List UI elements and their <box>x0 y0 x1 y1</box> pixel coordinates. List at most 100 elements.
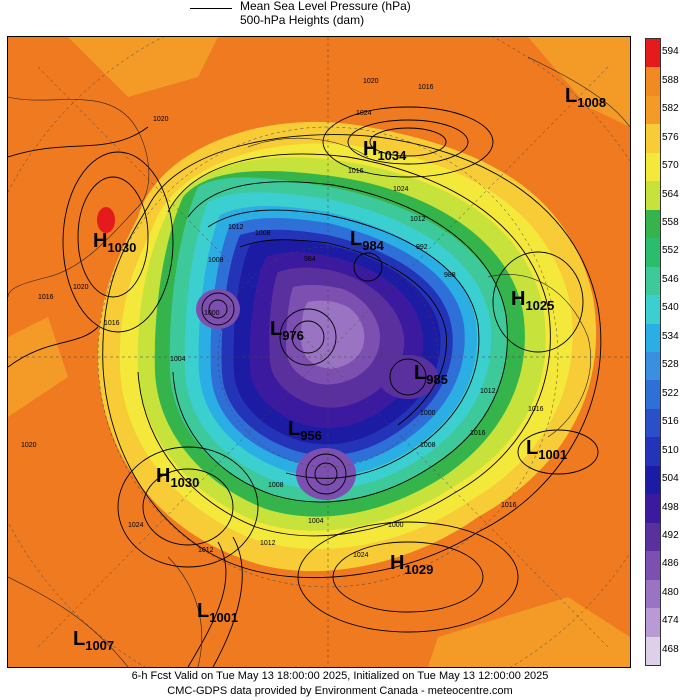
isobar-label: 1000 <box>388 522 404 529</box>
isobar-label: 1024 <box>393 186 409 193</box>
shading-594 <box>97 207 115 233</box>
isobar-label: 1000 <box>420 410 436 417</box>
isobar-label: 1016 <box>528 406 544 413</box>
system-letter: L976 <box>270 318 304 343</box>
system-letter: L956 <box>288 418 322 443</box>
isobar-label: 1020 <box>153 116 169 123</box>
color-scale-label: 468 <box>662 643 679 655</box>
color-scale-swatch <box>646 124 660 154</box>
pressure-systems: H1034 L1008 H1030 H1025 L984 L976 L985 L… <box>73 85 606 653</box>
color-scale-swatch <box>646 465 660 495</box>
system-letter: L1001 <box>197 600 238 625</box>
color-scale-label: 486 <box>662 558 679 570</box>
isobar-label: 1016 <box>348 168 364 175</box>
shading-582-s <box>428 597 630 667</box>
color-scale-label: 492 <box>662 529 679 541</box>
isobar-label: 1008 <box>208 257 224 264</box>
color-scale-label: 510 <box>662 444 679 456</box>
color-scale-label: 594 <box>662 46 679 58</box>
color-scale-swatch <box>646 152 660 182</box>
system-letter: L984 <box>350 228 385 253</box>
isobar-label: 1012 <box>260 540 276 547</box>
color-scale-swatch <box>646 494 660 524</box>
shading-582-w <box>8 317 68 417</box>
isobar-label: 992 <box>416 244 428 251</box>
shading-582-nw <box>68 37 218 97</box>
color-scale-label: 570 <box>662 160 679 172</box>
isobar-label: 1024 <box>128 522 144 529</box>
system-letter: L985 <box>414 362 448 387</box>
color-scale-swatch <box>646 266 660 296</box>
color-scale-label: 552 <box>662 245 679 257</box>
isobar-label: 1012 <box>480 388 496 395</box>
color-scale-swatch <box>646 181 660 211</box>
forecast-validity-caption: 6-h Fcst Valid on Tue May 13 18:00:00 20… <box>131 670 549 682</box>
color-scale-label: 498 <box>662 501 679 513</box>
isobar-label: 1016 <box>418 84 434 91</box>
isobar-label: 1016 <box>38 294 54 301</box>
weather-map: H1034 L1008 H1030 H1025 L984 L976 L985 L… <box>7 36 631 668</box>
map-canvas: H1034 L1008 H1030 H1025 L984 L976 L985 L… <box>8 37 630 667</box>
isobar-label: 988 <box>444 272 456 279</box>
isobar-label: 1024 <box>353 552 369 559</box>
system-letter: H1030 <box>156 465 199 490</box>
color-scale-label: 522 <box>662 387 679 399</box>
color-scale-label: 576 <box>662 131 679 143</box>
color-scale-label: 504 <box>662 473 679 485</box>
isobar-label: 1004 <box>308 518 324 525</box>
legend-heights-label: 500-hPa Heights (dam) <box>240 13 365 27</box>
color-scale-swatch <box>646 380 660 410</box>
isobar-label: 1004 <box>170 356 186 363</box>
color-scale-label: 558 <box>662 216 679 228</box>
isobar-label: 1020 <box>73 284 89 291</box>
color-scale-bar <box>645 38 661 666</box>
color-scale-swatch <box>646 39 660 68</box>
system-letter: H1034 <box>363 138 407 163</box>
isobar-labels: 1020 1016 1024 1020 1016 1024 1012 1008 … <box>21 78 544 559</box>
system-letter: L1008 <box>565 85 606 110</box>
isobar-label: 1000 <box>204 310 220 317</box>
color-scale-swatch <box>646 551 660 581</box>
isobar-label: 1008 <box>420 442 436 449</box>
color-scale-swatch <box>646 522 660 552</box>
isobar-label: 1020 <box>21 442 37 449</box>
color-scale-label: 534 <box>662 330 679 342</box>
isobar-label: 1016 <box>104 320 120 327</box>
color-scale-swatch <box>646 608 660 638</box>
system-letter: H1025 <box>511 288 554 313</box>
color-scale-swatch <box>646 67 660 97</box>
color-scale-swatch <box>646 209 660 239</box>
color-scale-label: 516 <box>662 416 679 428</box>
shading-582-ne <box>528 37 630 127</box>
coastlines <box>8 56 630 667</box>
color-scale-swatch <box>646 636 660 666</box>
system-letter: H1030 <box>93 230 136 255</box>
color-scale-label: 564 <box>662 188 679 200</box>
isobar-label: 1020 <box>363 78 379 85</box>
shading-486-s <box>296 448 356 500</box>
isobar-label: 1012 <box>198 547 214 554</box>
system-letter: H1029 <box>390 552 433 577</box>
legend-line-sample <box>190 8 232 9</box>
color-scale-swatch <box>646 295 660 325</box>
isobar-label: 1012 <box>228 224 244 231</box>
legend-mslp-label: Mean Sea Level Pressure (hPa) <box>240 0 411 13</box>
color-scale-swatch <box>646 408 660 438</box>
color-scale-label: 474 <box>662 615 679 627</box>
isobar-label: 1012 <box>410 216 426 223</box>
isobar-label: 1008 <box>255 230 271 237</box>
color-scale-swatch <box>646 323 660 353</box>
isobar-label: 1008 <box>268 482 284 489</box>
color-scale-label: 582 <box>662 103 679 115</box>
data-source-caption: CMC-GDPS data provided by Environment Ca… <box>167 685 513 697</box>
color-scale-label: 540 <box>662 302 679 314</box>
shading-486-w <box>196 289 240 329</box>
shading-492-e <box>378 355 438 399</box>
color-scale-swatch <box>646 437 660 467</box>
isobar-lines <box>8 106 602 667</box>
color-scale-label: 588 <box>662 74 679 86</box>
lat-lon-grid <box>8 37 630 667</box>
color-scale-swatch <box>646 238 660 268</box>
isobar-label: 984 <box>304 256 316 263</box>
color-scale-swatch <box>646 352 660 381</box>
